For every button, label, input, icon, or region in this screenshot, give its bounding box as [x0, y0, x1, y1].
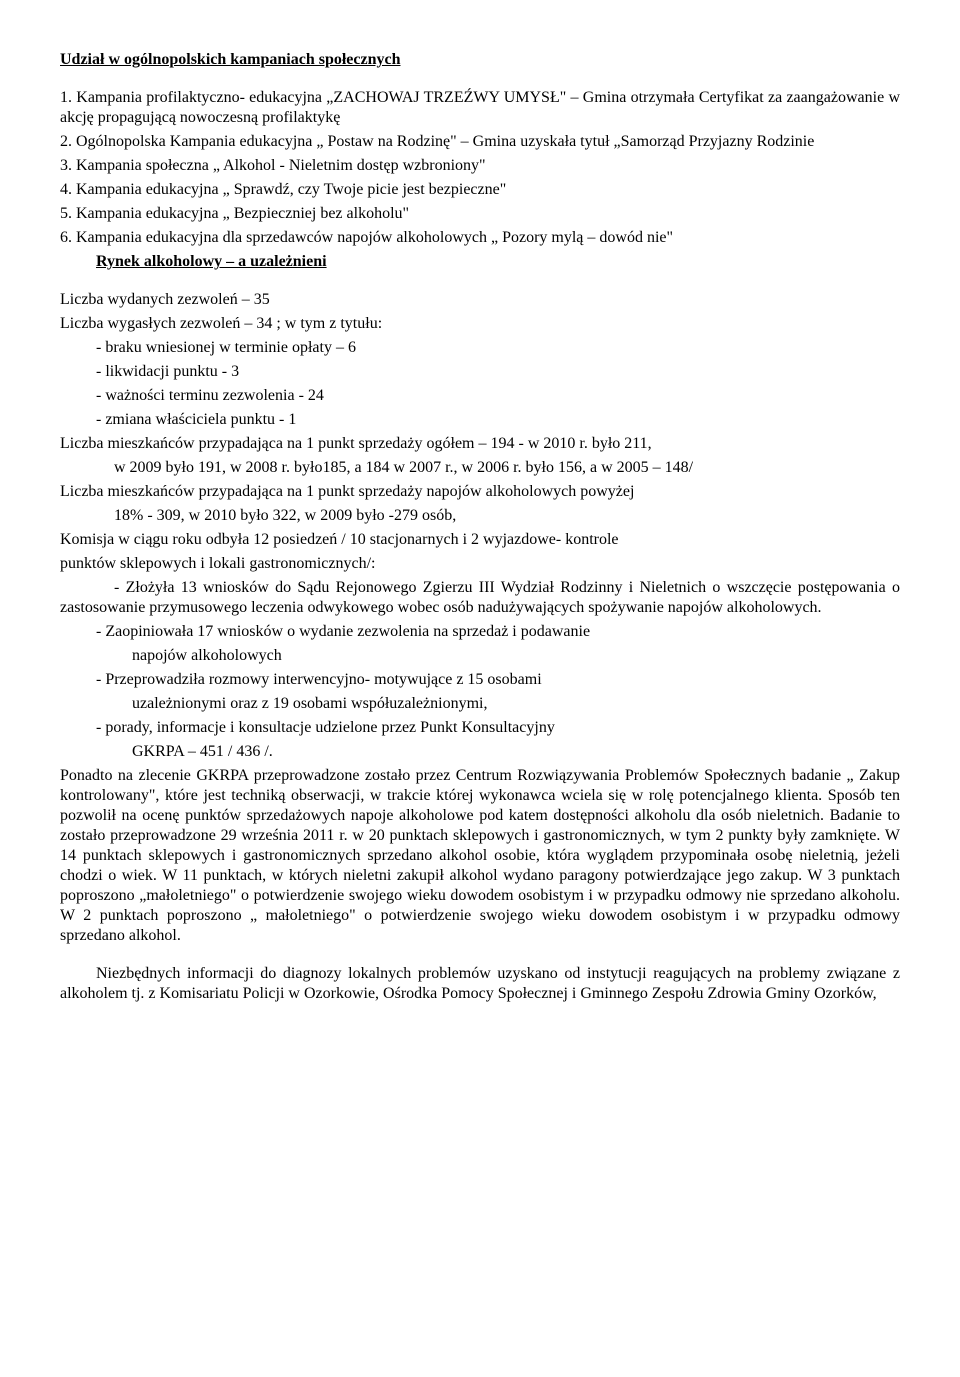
text-line: 18% - 309, w 2010 było 322, w 2009 było …	[60, 506, 900, 526]
bullet-item: - likwidacji punktu - 3	[60, 362, 900, 382]
bullet-item: - porady, informacje i konsultacje udzie…	[60, 718, 900, 738]
list-item: 5. Kampania edukacyjna „ Bezpieczniej be…	[60, 204, 900, 224]
section-heading-1: Udział w ogólnopolskich kampaniach społe…	[60, 51, 401, 68]
body-paragraph: Niezbędnych informacji do diagnozy lokal…	[60, 964, 900, 1004]
text-line: Liczba wydanych zezwoleń – 35	[60, 290, 900, 310]
bullet-item: - braku wniesionej w terminie opłaty – 6	[60, 338, 900, 358]
text-line: punktów sklepowych i lokali gastronomicz…	[60, 554, 900, 574]
text-line: Komisja w ciągu roku odbyła 12 posiedzeń…	[60, 530, 900, 550]
list-item: 2. Ogólnopolska Kampania edukacyjna „ Po…	[60, 132, 900, 152]
body-paragraph: Ponadto na zlecenie GKRPA przeprowadzone…	[60, 766, 900, 946]
section-heading-2: Rynek alkoholowy – a uzależnieni	[96, 253, 327, 270]
list-item: 1. Kampania profilaktyczno- edukacyjna „…	[60, 88, 900, 128]
list-item: 3. Kampania społeczna „ Alkohol - Nielet…	[60, 156, 900, 176]
text-line: Liczba mieszkańców przypadająca na 1 pun…	[60, 434, 900, 454]
text-line: w 2009 było 191, w 2008 r. było185, a 18…	[60, 458, 900, 478]
bullet-item: - ważności terminu zezwolenia - 24	[60, 386, 900, 406]
bullet-continuation: uzależnionymi oraz z 19 osobami współuza…	[60, 694, 900, 714]
text-line: Liczba mieszkańców przypadająca na 1 pun…	[60, 482, 900, 502]
bullet-item: - zmiana właściciela punktu - 1	[60, 410, 900, 430]
bullet-item: - Zaopiniowała 17 wniosków o wydanie zez…	[60, 622, 900, 642]
text-line: Liczba wygasłych zezwoleń – 34 ; w tym z…	[60, 314, 900, 334]
bullet-continuation: GKRPA – 451 / 436 /.	[60, 742, 900, 762]
list-item: 6. Kampania edukacyjna dla sprzedawców n…	[60, 228, 900, 248]
bullet-continuation: napojów alkoholowych	[60, 646, 900, 666]
bullet-item: - Złożyła 13 wniosków do Sądu Rejonowego…	[60, 579, 900, 616]
list-item: 4. Kampania edukacyjna „ Sprawdź, czy Tw…	[60, 180, 900, 200]
campaign-list: 1. Kampania profilaktyczno- edukacyjna „…	[60, 88, 900, 248]
bullet-item: - Przeprowadziła rozmowy interwencyjno- …	[60, 670, 900, 690]
